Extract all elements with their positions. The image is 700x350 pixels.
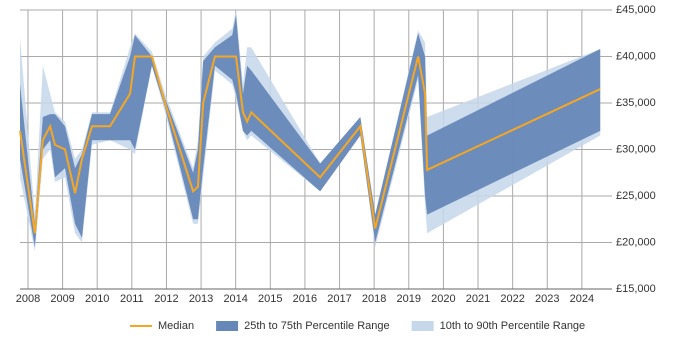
median-line <box>19 55 601 234</box>
legend-label: Median <box>158 320 194 332</box>
x-tick-label: 2015 <box>258 293 282 305</box>
y-tick-label: £45,000 <box>616 4 656 16</box>
x-tick-label: 2024 <box>570 293 594 305</box>
legend-swatch <box>411 321 434 331</box>
legend-label: 10th to 90th Percentile Range <box>440 320 586 332</box>
x-tick-label: 2014 <box>223 293 247 305</box>
x-tick-label: 2016 <box>293 293 317 305</box>
percentile-band <box>20 14 601 248</box>
x-tick-label: 2021 <box>466 293 490 305</box>
x-tick-label: 2009 <box>50 293 74 305</box>
x-tick-label: 2018 <box>362 293 386 305</box>
y-tick-label: £15,000 <box>616 283 656 295</box>
x-tick-label: 2010 <box>85 293 109 305</box>
x-tick-label: 2008 <box>16 293 40 305</box>
y-tick-label: £40,000 <box>616 50 656 62</box>
x-tick-label: 2019 <box>397 293 421 305</box>
x-tick-label: 2022 <box>500 293 524 305</box>
y-tick-label: £35,000 <box>616 97 656 109</box>
legend-label: 25th to 75th Percentile Range <box>244 320 390 332</box>
x-tick-label: 2023 <box>535 293 559 305</box>
x-tick-label: 2020 <box>431 293 455 305</box>
x-tick-label: 2012 <box>154 293 178 305</box>
y-tick-label: £20,000 <box>616 236 656 248</box>
y-tick-label: £25,000 <box>616 190 656 202</box>
x-tick-label: 2017 <box>327 293 351 305</box>
x-tick-label: 2011 <box>120 293 144 305</box>
y-tick-label: £30,000 <box>616 143 656 155</box>
legend-swatch <box>216 321 239 331</box>
x-tick-label: 2013 <box>189 293 213 305</box>
